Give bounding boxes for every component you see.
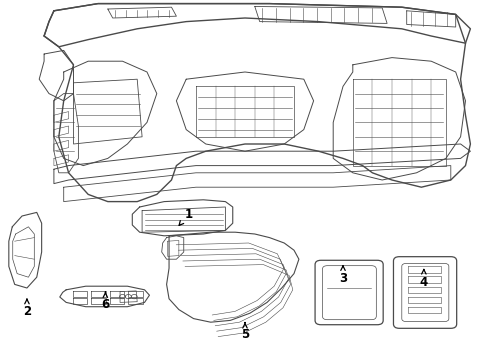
Text: 2: 2 bbox=[23, 299, 31, 318]
Text: 4: 4 bbox=[420, 270, 428, 289]
Text: 6: 6 bbox=[101, 292, 109, 311]
Text: 1: 1 bbox=[179, 208, 193, 225]
Text: 5: 5 bbox=[241, 323, 249, 341]
Text: 3: 3 bbox=[339, 266, 347, 285]
